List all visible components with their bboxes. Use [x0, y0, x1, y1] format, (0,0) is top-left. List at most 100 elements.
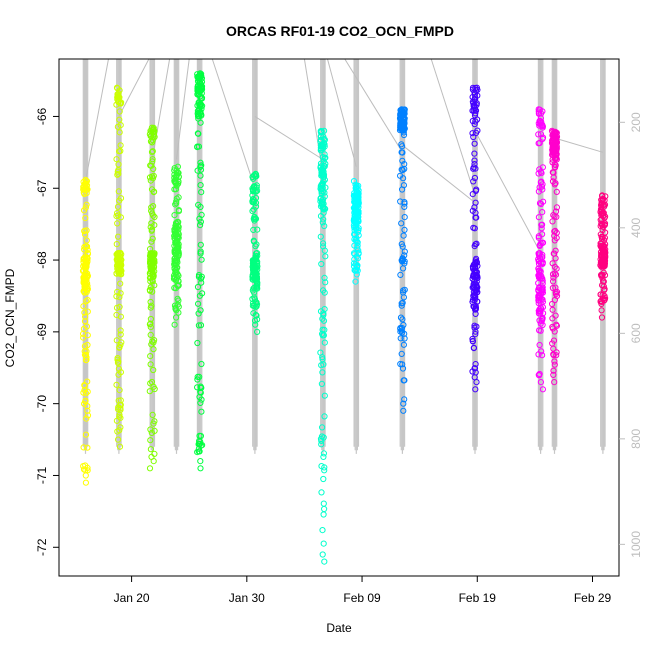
data-point: [319, 330, 326, 337]
data-point: [398, 141, 405, 148]
data-point: [148, 227, 155, 234]
data-point: [150, 256, 157, 263]
data-point: [198, 211, 205, 218]
transit-trace-line: [151, 58, 171, 160]
data-point: [80, 330, 87, 337]
data-point: [150, 458, 157, 465]
transit-trace-line: [327, 58, 357, 167]
data-point: [150, 165, 157, 172]
data-point: [320, 209, 327, 216]
data-point: [599, 192, 606, 199]
data-point: [400, 232, 407, 239]
data-point: [171, 186, 178, 193]
data-point: [551, 358, 558, 365]
data-point: [401, 335, 408, 342]
data-point: [353, 238, 360, 245]
data-point: [318, 433, 326, 440]
data-point: [473, 283, 480, 290]
data-point: [539, 296, 546, 303]
data-point: [117, 290, 124, 297]
data-point: [80, 444, 87, 451]
data-point: [253, 182, 260, 189]
data-point: [195, 273, 202, 280]
data-point: [197, 70, 204, 77]
data-point: [81, 228, 88, 235]
data-point: [599, 209, 606, 216]
y-tick-label: -70: [35, 395, 49, 413]
x-tick-label: Jan 20: [114, 591, 150, 605]
data-point: [149, 139, 156, 146]
data-point: [197, 182, 204, 189]
data-point: [551, 232, 558, 239]
data-point: [83, 237, 90, 244]
data-point: [197, 95, 204, 102]
data-point: [399, 365, 407, 372]
data-point: [551, 133, 559, 140]
data-point: [354, 242, 361, 249]
data-point: [174, 163, 181, 170]
data-point: [175, 244, 182, 251]
data-point: [321, 205, 328, 212]
data-point: [472, 214, 479, 221]
data-point: [197, 383, 204, 390]
data-point: [252, 255, 259, 262]
data-point: [114, 220, 121, 227]
data-point: [320, 178, 327, 185]
data-point: [550, 371, 557, 378]
transit-trace-line: [474, 130, 542, 254]
data-point: [171, 255, 178, 262]
data-point: [535, 106, 542, 113]
data-point: [550, 278, 557, 285]
data-point: [249, 302, 256, 309]
data-point: [115, 161, 122, 168]
data-point: [82, 431, 90, 438]
data-point: [252, 170, 259, 177]
data-point: [198, 396, 205, 403]
data-point: [536, 139, 543, 147]
data-point: [471, 150, 478, 157]
data-point: [84, 412, 92, 419]
data-point: [83, 186, 90, 193]
data-point: [117, 424, 124, 431]
data-point: [537, 268, 544, 275]
data-point: [317, 136, 325, 144]
data-point: [400, 400, 407, 407]
data-point: [320, 216, 327, 223]
data-point: [536, 317, 543, 324]
data-point: [197, 166, 205, 173]
data-point: [536, 327, 543, 334]
transit-trace-line: [402, 144, 476, 203]
data-point: [195, 130, 202, 137]
plot-area: [79, 58, 609, 565]
data-point: [148, 162, 155, 169]
data-point: [171, 274, 178, 281]
data-point: [317, 233, 324, 240]
data-point: [471, 121, 478, 128]
data-point: [355, 250, 362, 257]
data-point: [549, 284, 557, 292]
data-point: [318, 489, 325, 496]
data-point: [551, 129, 559, 136]
data-point: [320, 206, 327, 213]
data-point: [597, 206, 605, 213]
data-point: [536, 291, 543, 298]
data-point: [194, 384, 201, 391]
data-point: [83, 348, 90, 355]
data-point: [149, 148, 156, 155]
data-point: [398, 350, 405, 357]
data-point: [597, 240, 604, 247]
data-point: [318, 380, 325, 387]
data-point: [317, 163, 324, 170]
data-point: [171, 171, 178, 178]
data-point: [114, 91, 121, 99]
data-point: [148, 429, 155, 436]
data-point: [150, 203, 157, 210]
data-point: [147, 331, 154, 338]
data-point: [80, 263, 87, 270]
data-point: [117, 341, 124, 349]
data-point: [252, 321, 259, 328]
data-point: [321, 247, 328, 254]
data-point: [148, 149, 156, 156]
data-point: [147, 284, 154, 291]
